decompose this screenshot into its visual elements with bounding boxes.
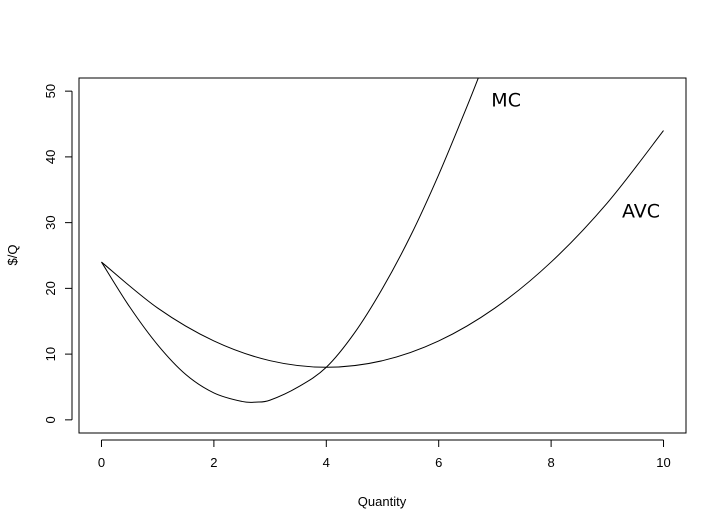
y-axis-title: $/Q <box>5 245 20 266</box>
y-tick-label: 50 <box>43 84 58 98</box>
y-tick-label: 20 <box>43 281 58 295</box>
y-tick-label: 0 <box>43 416 58 423</box>
y-tick-label: 40 <box>43 150 58 164</box>
curve-labels: MC AVC <box>491 90 660 223</box>
y-tick-label: 30 <box>43 215 58 229</box>
x-tick-label: 6 <box>435 455 442 470</box>
x-tick-label: 8 <box>547 455 554 470</box>
x-tick-label: 4 <box>323 455 330 470</box>
x-axis: 0 2 4 6 8 10 <box>98 439 671 470</box>
x-tick-label: 10 <box>656 455 670 470</box>
y-axis: 0 10 20 30 40 50 <box>43 84 73 423</box>
x-axis-title: Quantity <box>358 494 407 509</box>
curves <box>101 78 664 403</box>
x-tick-label: 0 <box>98 455 105 470</box>
avc-curve-label: AVC <box>622 201 660 223</box>
mc-curve-label: MC <box>491 90 521 112</box>
x-tick-label: 2 <box>210 455 217 470</box>
avc-curve <box>101 130 664 368</box>
y-tick-label: 10 <box>43 347 58 361</box>
plot-frame <box>78 77 687 434</box>
mc-curve <box>101 78 479 403</box>
